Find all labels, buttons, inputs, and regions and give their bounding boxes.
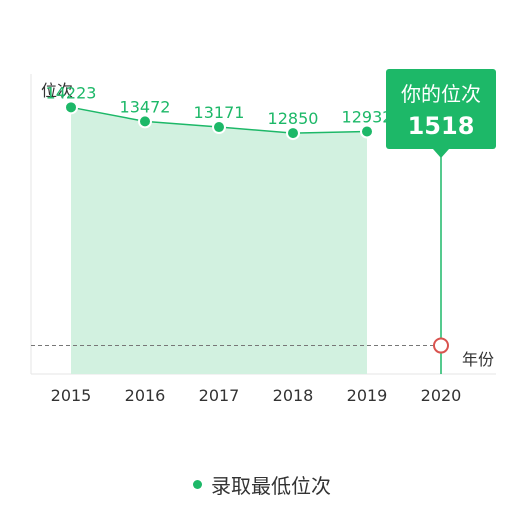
data-point — [360, 124, 374, 139]
legend-dot-icon — [193, 480, 202, 489]
legend-label: 录取最低位次 — [211, 474, 331, 498]
x-axis-label: 年份 — [462, 350, 494, 369]
rank-tooltip-value: 1518 — [408, 112, 475, 140]
data-point — [64, 100, 78, 115]
your-rank-marker: 你的位次 1518 — [31, 69, 496, 374]
data-label: 13472 — [120, 97, 171, 116]
data-label: 14223 — [46, 83, 97, 102]
legend: 录取最低位次 — [0, 470, 524, 499]
rank-marker-ring — [433, 337, 449, 354]
plot-area: 2015 2016 2017 2018 2019 2020 14223 13472 13171 1… — [46, 83, 462, 405]
x-tick-label: 2017 — [199, 386, 240, 405]
rank-tooltip-box — [386, 69, 496, 149]
rank-tooltip-arrow — [433, 149, 449, 158]
data-point — [286, 126, 300, 141]
y-axis-label: 位次 — [41, 81, 73, 100]
x-tick-label: 2016 — [125, 386, 166, 405]
x-tick-label: 2018 — [273, 386, 314, 405]
x-tick-label: 2015 — [51, 386, 92, 405]
data-label: 12932 — [342, 108, 393, 127]
x-tick-label: 2020 — [421, 386, 462, 405]
rank-tooltip-label: 你的位次 — [401, 82, 481, 106]
data-point — [212, 120, 226, 135]
x-tick-label: 2019 — [347, 386, 388, 405]
data-label: 12850 — [268, 109, 319, 128]
data-label: 13171 — [194, 103, 245, 122]
data-point — [138, 114, 152, 129]
series-area — [71, 107, 367, 374]
